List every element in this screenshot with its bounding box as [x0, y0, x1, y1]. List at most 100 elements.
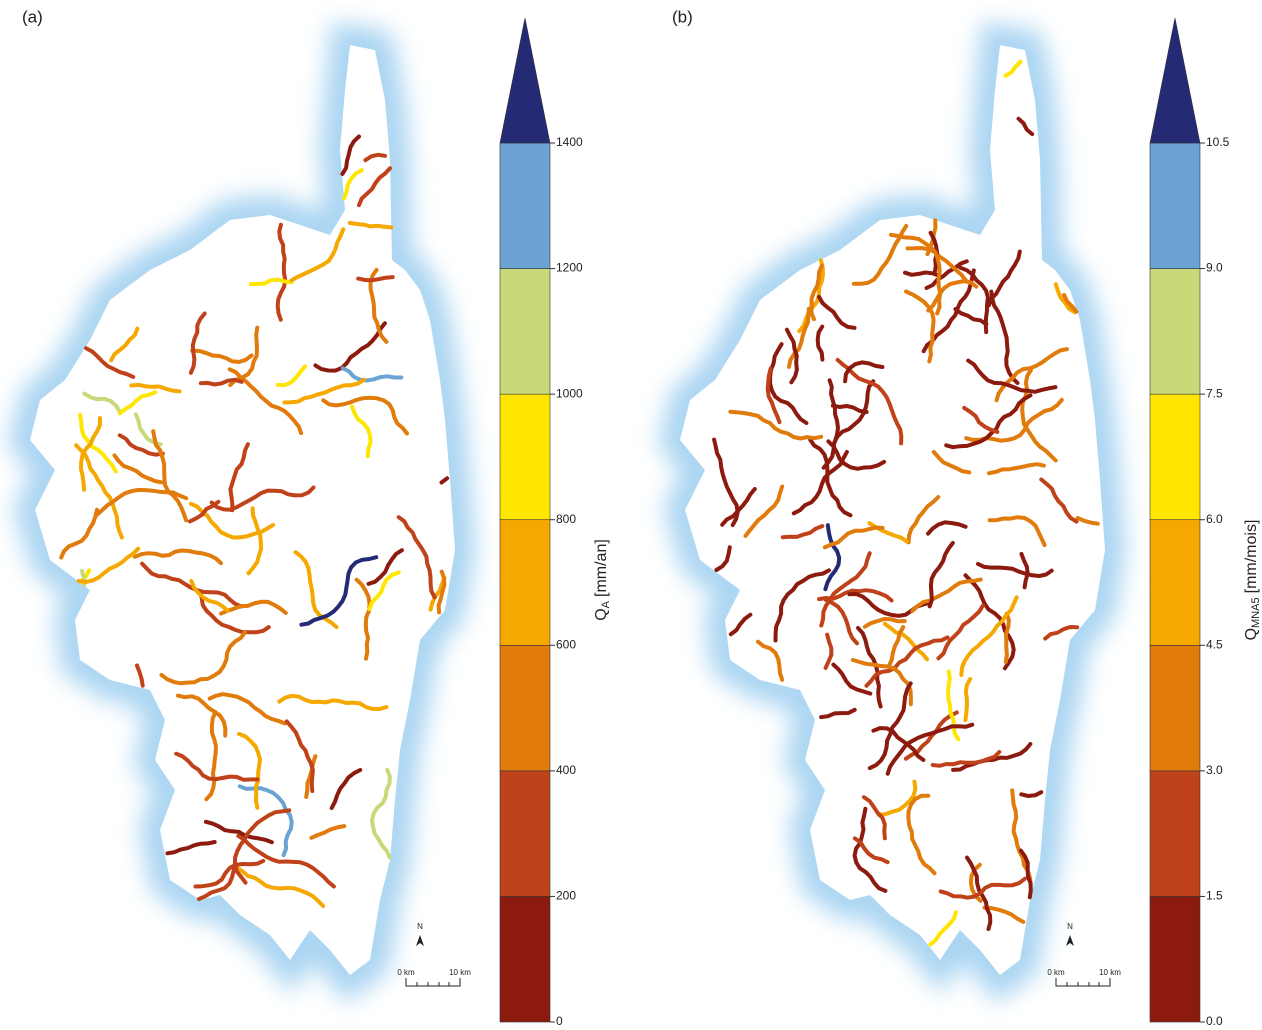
river: [151, 429, 189, 523]
river: [227, 367, 304, 436]
colorbar-segment: [499, 142, 551, 269]
river: [304, 754, 318, 799]
colorbar-tick-label: 0: [556, 1014, 563, 1028]
river: [830, 403, 869, 414]
river: [1016, 116, 1035, 137]
river: [882, 621, 929, 662]
colorbar-tick-label: 1000: [556, 386, 583, 400]
title-subscript: MNA5: [1250, 597, 1262, 628]
island: [30, 45, 455, 975]
river: [313, 321, 387, 373]
river: [82, 391, 122, 414]
north-arrow: [416, 935, 424, 946]
river: [822, 525, 885, 550]
river: [76, 546, 141, 584]
colorbar-segment: [499, 644, 551, 772]
river: [784, 327, 799, 385]
river: [904, 289, 936, 364]
river: [59, 507, 99, 560]
title-unit: [mm/mois]: [1243, 520, 1260, 594]
river: [871, 726, 926, 762]
colorbar-title: QA [mm/an]: [593, 539, 612, 621]
river: [1053, 282, 1077, 315]
river: [363, 152, 387, 163]
river: [237, 731, 262, 810]
river: [74, 443, 124, 540]
river: [850, 658, 913, 707]
river: [780, 524, 825, 540]
colorbar-tick-label: 9.0: [1206, 261, 1223, 275]
north-label: N: [1067, 922, 1073, 931]
river: [906, 495, 941, 545]
river: [1020, 368, 1058, 463]
scale-bar: [1055, 978, 1111, 987]
colorbar-tick-label: 10.5: [1206, 135, 1230, 149]
river: [852, 836, 890, 865]
river: [439, 476, 450, 485]
river: [963, 677, 973, 723]
colorbar-segment: [499, 268, 551, 395]
colorbar-segment: [1149, 896, 1201, 1023]
scale-end: 10 km: [449, 968, 471, 977]
river: [299, 555, 379, 627]
river: [129, 382, 182, 394]
river: [982, 905, 1026, 924]
river: [936, 603, 985, 661]
river: [831, 662, 873, 696]
river: [1003, 59, 1023, 78]
colorbar-tick-label: 1.5: [1206, 889, 1223, 903]
river: [1062, 292, 1079, 314]
river: [876, 779, 918, 817]
title-subscript: A: [600, 600, 612, 608]
river: [930, 750, 1002, 768]
title-symbol: Q: [1243, 628, 1260, 640]
river: [905, 246, 968, 283]
river: [823, 632, 834, 670]
river: [819, 551, 872, 628]
river: [924, 259, 969, 290]
title-unit: [mm/an]: [593, 539, 610, 597]
river: [228, 442, 250, 513]
river: [197, 867, 236, 901]
colorbar-segment: [1149, 142, 1201, 269]
river: [366, 548, 404, 586]
river: [329, 768, 363, 810]
colorbar-tick-label: 6.0: [1206, 512, 1223, 526]
river: [987, 515, 1047, 547]
river: [1019, 790, 1044, 798]
colorbar-extend: [499, 17, 551, 144]
river: [712, 437, 740, 527]
river: [951, 742, 1033, 772]
river: [889, 232, 943, 316]
river: [1018, 848, 1033, 900]
river: [962, 405, 1000, 434]
river: [321, 395, 409, 436]
river: [928, 910, 958, 947]
colorbar-segment: [499, 770, 551, 897]
river: [232, 808, 292, 885]
river: [356, 275, 395, 283]
river: [963, 573, 1016, 671]
river: [219, 599, 288, 616]
colorbar-tick-label: 4.5: [1206, 637, 1223, 651]
river: [342, 168, 364, 201]
colorbar-tick-label: 1200: [556, 261, 583, 275]
colorbar-segment: [1149, 393, 1201, 521]
colorbar-segment: [1149, 519, 1201, 646]
river: [132, 548, 223, 566]
river: [277, 693, 389, 711]
river: [207, 692, 287, 726]
colorbar-extend: [1149, 17, 1201, 144]
river: [821, 379, 876, 470]
colorbar-tick-label: 7.5: [1206, 386, 1223, 400]
river: [135, 663, 145, 688]
river: [350, 404, 373, 459]
river: [109, 326, 140, 363]
river: [234, 865, 326, 908]
river: [198, 589, 271, 635]
river: [289, 227, 346, 283]
river: [117, 433, 165, 457]
river: [886, 625, 906, 669]
river: [931, 450, 972, 475]
colorbar-tick-label: 600: [556, 637, 576, 651]
